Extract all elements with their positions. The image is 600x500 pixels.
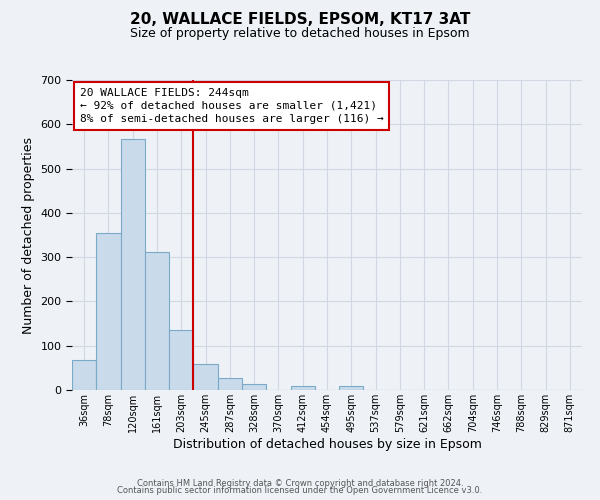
Bar [218, 378, 242, 390]
Bar [193, 364, 218, 390]
Bar [145, 252, 169, 390]
Text: Size of property relative to detached houses in Epsom: Size of property relative to detached ho… [130, 28, 470, 40]
Bar [242, 384, 266, 390]
Bar [290, 386, 315, 390]
Bar [339, 386, 364, 390]
Text: Contains HM Land Registry data © Crown copyright and database right 2024.: Contains HM Land Registry data © Crown c… [137, 478, 463, 488]
X-axis label: Distribution of detached houses by size in Epsom: Distribution of detached houses by size … [173, 438, 481, 450]
Bar [72, 360, 96, 390]
Text: 20, WALLACE FIELDS, EPSOM, KT17 3AT: 20, WALLACE FIELDS, EPSOM, KT17 3AT [130, 12, 470, 28]
Text: Contains public sector information licensed under the Open Government Licence v3: Contains public sector information licen… [118, 486, 482, 495]
Bar [169, 330, 193, 390]
Bar [121, 139, 145, 390]
Bar [96, 233, 121, 390]
Text: 20 WALLACE FIELDS: 244sqm
← 92% of detached houses are smaller (1,421)
8% of sem: 20 WALLACE FIELDS: 244sqm ← 92% of detac… [80, 88, 383, 124]
Y-axis label: Number of detached properties: Number of detached properties [22, 136, 35, 334]
